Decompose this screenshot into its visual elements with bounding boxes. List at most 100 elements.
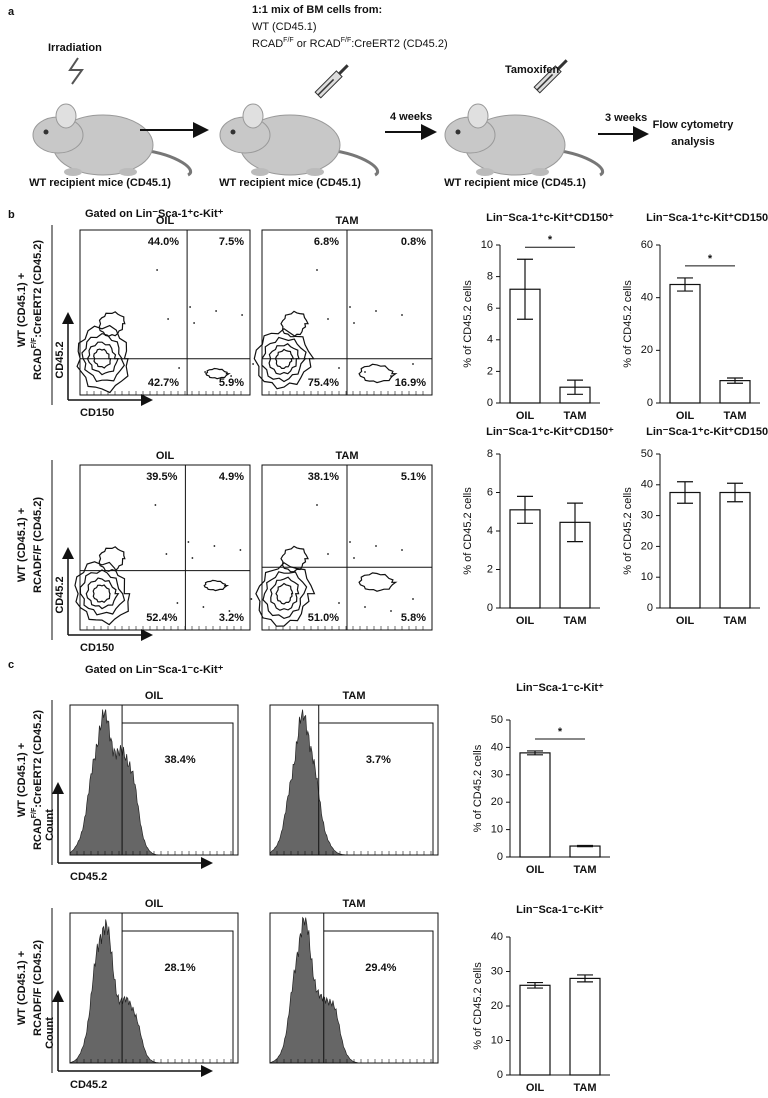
x-tick-label: OIL [526, 864, 545, 876]
row-label: WT (CD45.1) + [16, 273, 28, 347]
event-dot [165, 553, 168, 555]
event-dot [252, 363, 255, 365]
contour [280, 545, 309, 573]
plot-title: TAM [342, 690, 365, 702]
event-dot [412, 363, 414, 365]
x-tick-label: TAM [573, 1082, 596, 1094]
contour [93, 348, 112, 369]
chart-title: Lin⁻Sca-1⁺c-Kit⁺CD150⁻ [646, 426, 768, 438]
event-dot [327, 318, 329, 320]
y-tick-label: 10 [641, 571, 653, 583]
y-tick-label: 40 [641, 292, 653, 304]
y-tick-label: 8 [487, 271, 493, 283]
step-label: Tamoxifen [505, 64, 559, 76]
x-tick-label: OIL [516, 410, 535, 422]
y-tick-label: 20 [491, 796, 503, 808]
event-dot [375, 310, 377, 312]
panel-label: c [8, 659, 14, 671]
superscript: F/F [341, 37, 352, 44]
y-axis-label: % of CD45.2 cells [462, 487, 474, 575]
gate-percent: 38.4% [164, 754, 195, 766]
event-dot [215, 310, 218, 312]
y-tick-label: 4 [487, 525, 493, 537]
plot-title: OIL [156, 450, 175, 462]
plot-title: TAM [335, 215, 358, 227]
event-dot [375, 545, 377, 547]
bar [509, 288, 541, 404]
event-dot [353, 322, 355, 324]
superscript: F/F [31, 337, 38, 348]
chart-title: Lin⁻Sca-1⁺c-Kit⁺CD150⁺ [486, 426, 614, 438]
event-dot [213, 545, 216, 547]
x-axis-label: CD150 [80, 642, 114, 654]
event-dot [187, 541, 190, 543]
event-dot [316, 269, 318, 271]
contour [274, 348, 295, 369]
contour [98, 546, 126, 572]
y-tick-label: 0 [487, 397, 493, 409]
contour [261, 336, 307, 383]
text-run: RCADF/F (CD45.2) [32, 940, 44, 1036]
event-dot [250, 598, 253, 600]
contour [358, 363, 398, 384]
y-tick-label: 6 [487, 486, 493, 498]
mouse-label: WT recipient mice (CD45.1) [444, 177, 586, 189]
contour [280, 310, 309, 338]
y-tick-label: 40 [641, 479, 653, 491]
chart-title: Lin⁻Sca-1⁻c-Kit⁺ [516, 904, 604, 916]
y-tick-label: 0 [497, 1069, 503, 1081]
event-dot [156, 269, 159, 271]
mouse-label: WT recipient mice (CD45.1) [219, 177, 361, 189]
event-dot [230, 375, 233, 377]
plot-title: OIL [145, 690, 164, 702]
error-bar [677, 481, 693, 504]
mix-line: RCADF/F or RCADF/F:CreERT2 (CD45.2) [252, 37, 448, 50]
y-tick-label: 50 [491, 714, 503, 726]
quadrant-percent: 5.8% [401, 612, 426, 624]
bar [669, 283, 701, 404]
significance-mark: * [708, 253, 713, 265]
y-tick-label: 0 [647, 397, 653, 409]
gate-title: Gated on Lin⁻Sca-1⁻c-Kit⁺ [85, 664, 224, 676]
contour [92, 584, 111, 604]
y-tick-label: 4 [487, 334, 493, 346]
event-dot [338, 367, 340, 369]
gate-percent: 3.7% [366, 754, 391, 766]
quadrant-percent: 5.1% [401, 471, 426, 483]
y-tick-label: 30 [491, 965, 503, 977]
mix-title: 1:1 mix of BM cells from: [252, 4, 382, 16]
histogram [269, 709, 438, 856]
mouse-label: WT recipient mice (CD45.1) [29, 177, 171, 189]
gate-percent: 28.1% [164, 962, 195, 974]
row-label: RCADF/F:CreERT2 (CD45.2) [31, 240, 44, 380]
event-dot [204, 371, 207, 373]
histogram [269, 916, 438, 1064]
gate-percent: 29.4% [365, 962, 396, 974]
error-bar [517, 495, 533, 524]
text-run: RCAD [32, 348, 44, 380]
y-tick-label: 40 [491, 931, 503, 943]
quadrant-percent: 3.2% [219, 612, 244, 624]
quadrant-percent: 0.8% [401, 236, 426, 248]
step-label: Irradiation [48, 42, 102, 54]
y-tick-label: 10 [491, 1034, 503, 1046]
text-run: :CreERT2 (CD45.2) [32, 240, 44, 338]
y-tick-label: 0 [497, 851, 503, 863]
row-label: WT (CD45.1) + [16, 508, 28, 582]
plot-title: OIL [156, 215, 175, 227]
chart-title: Lin⁻Sca-1⁺c-Kit⁺CD150⁺ [486, 212, 614, 224]
histogram [69, 919, 238, 1064]
plot-title: TAM [335, 450, 358, 462]
bar [559, 521, 591, 609]
y-tick-label: 0 [487, 602, 493, 614]
quadrant-percent: 52.4% [146, 612, 177, 624]
quadrant-percent: 51.0% [308, 612, 339, 624]
event-dot [191, 557, 194, 559]
row-label: RCADF/F:CreERT2 (CD45.2) [31, 710, 44, 850]
x-tick-label: OIL [526, 1082, 545, 1094]
bar [519, 752, 551, 858]
event-dot [349, 541, 351, 543]
x-tick-label: OIL [676, 615, 695, 627]
quadrant-percent: 4.9% [219, 471, 244, 483]
plot-title: TAM [342, 898, 365, 910]
